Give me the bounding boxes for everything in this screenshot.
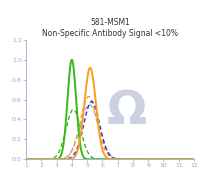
Text: Ω: Ω: [107, 89, 147, 134]
Title: 581-MSM1
Non-Specific Antibody Signal <10%: 581-MSM1 Non-Specific Antibody Signal <1…: [42, 18, 178, 38]
